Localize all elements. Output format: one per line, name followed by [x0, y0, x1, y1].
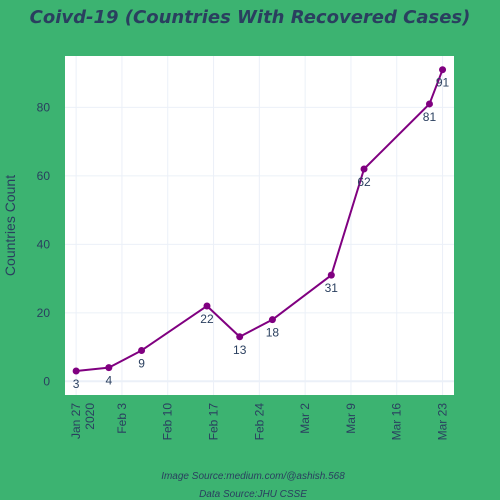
data-point[interactable] [327, 271, 335, 279]
series-line [76, 69, 444, 373]
data-label: 13 [233, 343, 247, 357]
x-tick-label: Mar 2 [298, 403, 312, 434]
data-point[interactable] [105, 364, 113, 372]
data-label: 9 [138, 356, 145, 370]
data-point[interactable] [439, 66, 447, 74]
x-tick-label: Feb 24 [252, 403, 266, 441]
data-point[interactable] [72, 367, 80, 375]
series-countries-count [72, 66, 447, 375]
data-point[interactable] [203, 302, 211, 310]
y-axis-title: Countries Count [2, 175, 18, 276]
data-label: 22 [200, 312, 214, 326]
x-tick-label: Jan 27 [69, 403, 83, 439]
data-point[interactable] [236, 333, 244, 341]
data-label: 3 [73, 377, 80, 391]
x-tick-label: Feb 17 [207, 403, 221, 441]
y-tick-label: 40 [37, 237, 51, 251]
x-tick-label: Mar 23 [436, 403, 450, 441]
y-tick-label: 0 [43, 374, 50, 388]
x-tick-label: Feb 10 [161, 403, 175, 441]
y-tick-label: 60 [37, 169, 51, 183]
data-label: 4 [105, 374, 112, 388]
data-label: 81 [423, 110, 437, 124]
data-point[interactable] [425, 100, 433, 108]
x-tick-label: Feb 3 [115, 403, 129, 434]
image-source-annotation: Image Source:medium.com/@ashish.568 [161, 471, 345, 482]
data-label: 31 [325, 281, 339, 295]
x-axis-ticks: Jan 27 2020 Feb 3 Feb 10 Feb 17 Feb 24 Mar 2 Ma… [69, 403, 449, 441]
data-source-annotation: Data Source:JHU CSSE [199, 489, 307, 500]
data-point[interactable] [268, 316, 276, 324]
x-tick-sublabel: 2020 [83, 403, 97, 430]
data-labels: 3 4 9 22 13 18 31 62 81 91 [73, 76, 450, 391]
data-label: 62 [357, 175, 371, 189]
data-point[interactable] [360, 165, 368, 173]
x-tick-label: Mar 16 [390, 403, 404, 441]
data-label: 18 [266, 326, 280, 340]
data-point[interactable] [138, 346, 146, 354]
y-axis-ticks: 0 20 40 60 80 [37, 100, 51, 388]
y-tick-label: 20 [37, 306, 51, 320]
grid [65, 56, 454, 395]
x-tick-label: Mar 9 [344, 403, 358, 434]
data-label: 91 [436, 76, 450, 90]
y-tick-label: 80 [37, 100, 51, 114]
chart-title: Coivd-19 (Countries With Recovered Cases… [30, 7, 471, 28]
